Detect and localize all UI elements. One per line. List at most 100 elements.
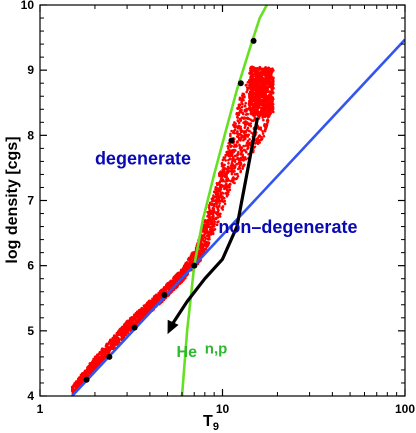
scatter-point <box>209 227 212 231</box>
scatter-point <box>245 90 248 94</box>
scatter-point <box>183 265 187 269</box>
scatter-point <box>269 94 273 97</box>
scatter-point <box>145 308 149 312</box>
scatter-point <box>253 108 257 112</box>
scatter-point <box>232 170 235 174</box>
scatter-point <box>219 191 222 195</box>
scatter-point <box>232 181 235 184</box>
scatter-point <box>256 113 260 117</box>
scatter-point <box>216 206 220 210</box>
scatter-point <box>268 68 272 72</box>
scatter-point <box>243 137 246 140</box>
scatter-point <box>204 226 208 230</box>
scatter-point <box>151 301 154 304</box>
scatter-point <box>250 131 253 135</box>
scatter-point <box>101 347 104 350</box>
scatter-point <box>95 359 98 363</box>
scatter-point <box>166 282 170 285</box>
scatter-point <box>201 245 205 248</box>
scatter-point <box>222 169 226 173</box>
scatter-point <box>77 382 81 386</box>
scatter-point <box>228 157 232 160</box>
scatter-point <box>109 344 113 347</box>
scatter-point <box>138 316 142 319</box>
scatter-point <box>207 206 211 209</box>
scatter-point <box>96 353 100 357</box>
scatter-point <box>229 132 232 136</box>
scatter-point <box>260 72 264 76</box>
scatter-point <box>221 184 224 187</box>
x-axis-label-subscript: 9 <box>213 421 219 433</box>
scatter-point <box>203 247 207 251</box>
annotation-he: He <box>177 344 198 361</box>
scatter-point <box>227 162 230 165</box>
scatter-point <box>242 138 245 142</box>
scatter-point <box>241 153 244 156</box>
scatter-point <box>271 110 275 114</box>
scatter-point <box>252 99 256 102</box>
scatter-point <box>241 92 245 96</box>
scatter-point <box>221 208 225 211</box>
scatter-point <box>237 157 241 161</box>
scatter-point <box>236 172 239 176</box>
scatter-point <box>264 68 268 72</box>
scatter-point <box>225 177 228 181</box>
scatter-point <box>258 126 261 130</box>
scatter-point <box>246 88 249 92</box>
scatter-point <box>225 184 229 188</box>
scatter-point <box>215 181 219 185</box>
scatter-point <box>264 104 268 108</box>
scatter-point <box>242 144 245 148</box>
scatter-point <box>267 113 271 117</box>
scatter-point <box>244 84 248 87</box>
scatter-point <box>218 185 222 189</box>
scatter-point <box>188 260 192 264</box>
scatter-point <box>265 119 269 123</box>
scatter-point <box>201 237 205 240</box>
scatter-point <box>169 279 172 283</box>
scatter-point <box>222 166 225 169</box>
scatter-point <box>153 294 157 298</box>
x-tick-label: 1 <box>37 402 44 416</box>
scatter-point <box>239 148 243 152</box>
scatter-point <box>233 160 237 163</box>
scatter-point <box>230 129 233 133</box>
scatter-point <box>249 72 253 76</box>
scatter-point <box>187 257 191 260</box>
scatter-point <box>127 320 130 324</box>
scatter-point <box>256 109 259 113</box>
scatter-point <box>212 216 215 220</box>
scatter-point <box>229 179 233 183</box>
scatter-point <box>121 326 124 329</box>
scatter-point <box>240 130 244 133</box>
scatter-point <box>242 98 245 102</box>
annotation-degenerate: degenerate <box>95 149 191 169</box>
scatter-point <box>240 105 244 109</box>
scatter-point <box>245 128 249 132</box>
scatter-point <box>237 124 240 128</box>
scatter-point <box>115 340 118 343</box>
scatter-point <box>254 96 257 100</box>
scatter-point <box>134 311 138 315</box>
scatter-point <box>138 310 142 314</box>
scatter-point <box>236 174 240 178</box>
y-tick-label: 7 <box>27 194 34 208</box>
scatter-point <box>110 346 113 350</box>
scatter-point <box>254 139 258 142</box>
scatter-point <box>261 132 265 135</box>
scatter-point <box>142 309 146 313</box>
scatter-point <box>260 93 264 97</box>
scatter-point <box>245 141 249 145</box>
scatter-point <box>270 100 274 104</box>
scatter-point <box>191 251 194 254</box>
scatter-point <box>214 217 218 221</box>
scatter-point <box>97 357 101 361</box>
scatter-point <box>250 65 254 69</box>
scatter-point <box>118 328 121 331</box>
scatter-point <box>244 149 247 153</box>
marker-point <box>106 353 113 360</box>
scatter-point <box>161 287 165 291</box>
scatter-point <box>211 207 215 211</box>
scatter-point <box>271 105 275 109</box>
scatter-point <box>246 116 249 120</box>
